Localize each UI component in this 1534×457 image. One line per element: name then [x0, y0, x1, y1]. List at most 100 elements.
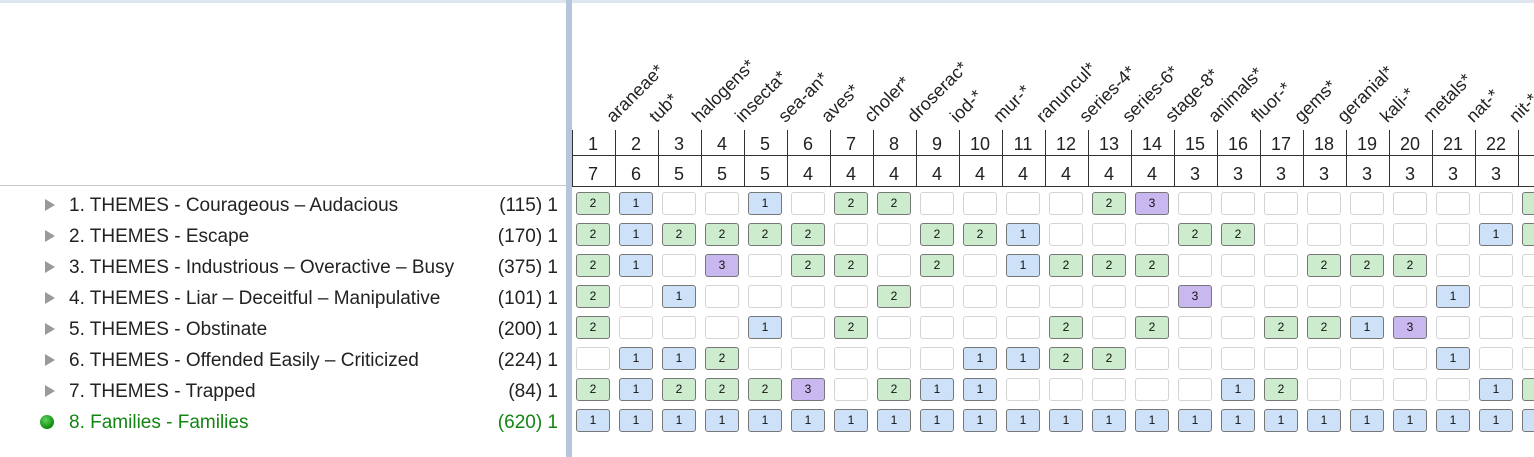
grade-cell[interactable]: 1 — [1307, 409, 1341, 432]
expand-arrow-icon[interactable] — [45, 261, 55, 273]
grade-cell[interactable] — [1178, 254, 1212, 277]
grade-cell[interactable] — [963, 285, 997, 308]
grade-cell[interactable] — [877, 223, 911, 246]
grade-cell[interactable] — [662, 254, 696, 277]
grade-cell[interactable]: 2 — [1049, 316, 1083, 339]
grade-cell[interactable] — [920, 285, 954, 308]
grade-cell[interactable] — [1393, 347, 1427, 370]
rubric-row[interactable]: 1. THEMES - Courageous – Audacious (115) … — [0, 190, 566, 221]
grade-cell[interactable] — [1350, 223, 1384, 246]
grade-cell[interactable] — [1135, 347, 1169, 370]
grade-cell[interactable]: 2 — [834, 192, 868, 215]
grade-cell[interactable]: 2 — [1092, 347, 1126, 370]
grade-cell[interactable] — [748, 285, 782, 308]
grade-cell[interactable]: 1 — [1479, 223, 1513, 246]
grade-cell[interactable] — [1049, 285, 1083, 308]
grade-cell[interactable] — [920, 192, 954, 215]
grade-cell[interactable]: 3 — [705, 254, 739, 277]
grade-cell[interactable] — [834, 285, 868, 308]
grade-cell[interactable] — [1264, 192, 1298, 215]
grade-cell[interactable]: 1 — [1135, 409, 1169, 432]
rubric-row[interactable]: 5. THEMES - Obstinate (200) 1 — [0, 314, 566, 345]
grade-cell[interactable]: 1 — [1264, 409, 1298, 432]
grade-cell[interactable] — [1135, 378, 1169, 401]
grade-cell[interactable] — [1264, 285, 1298, 308]
remedy-name[interactable]: gems* — [1290, 75, 1341, 127]
rubric-row[interactable]: 8. Families - Families (620) 1 — [0, 407, 566, 438]
grade-cell[interactable] — [963, 316, 997, 339]
grade-cell[interactable]: 1 — [662, 285, 696, 308]
grade-cell[interactable] — [619, 285, 653, 308]
grade-cell[interactable] — [1350, 192, 1384, 215]
grade-cell[interactable] — [748, 254, 782, 277]
grade-cell[interactable] — [1436, 316, 1470, 339]
grade-cell[interactable]: 1 — [1393, 409, 1427, 432]
grade-cell[interactable]: 2 — [748, 378, 782, 401]
grade-cell[interactable]: 2 — [1092, 254, 1126, 277]
grade-cell[interactable] — [1307, 192, 1341, 215]
grade-cell[interactable]: 2 — [576, 192, 610, 215]
grade-cell[interactable] — [1006, 192, 1040, 215]
grade-cell[interactable] — [791, 285, 825, 308]
expand-arrow-icon[interactable] — [45, 230, 55, 242]
grade-cell[interactable]: 2 — [576, 223, 610, 246]
grade-cell[interactable] — [963, 254, 997, 277]
grade-cell[interactable]: 2 — [834, 316, 868, 339]
grade-cell[interactable]: 2 — [576, 316, 610, 339]
grade-cell[interactable] — [1006, 378, 1040, 401]
grade-cell[interactable] — [1393, 223, 1427, 246]
grade-cell[interactable]: 2 — [834, 254, 868, 277]
grade-cell[interactable] — [877, 316, 911, 339]
grade-cell[interactable]: 1 — [1522, 409, 1534, 432]
grade-cell[interactable] — [1350, 378, 1384, 401]
grade-cell[interactable]: 1 — [1221, 409, 1255, 432]
grade-cell[interactable] — [1350, 285, 1384, 308]
grade-cell[interactable] — [1049, 192, 1083, 215]
grade-cell[interactable]: 1 — [1006, 409, 1040, 432]
grade-cell[interactable]: 1 — [619, 192, 653, 215]
grade-cell[interactable]: 3 — [1393, 316, 1427, 339]
rubric-row[interactable]: 7. THEMES - Trapped (84) 1 — [0, 376, 566, 407]
rubric-row[interactable]: 4. THEMES - Liar – Deceitful – Manipulat… — [0, 283, 566, 314]
grade-cell[interactable] — [834, 378, 868, 401]
grade-cell[interactable]: 1 — [1092, 409, 1126, 432]
grade-cell[interactable] — [791, 347, 825, 370]
grade-cell[interactable]: 1 — [834, 409, 868, 432]
grade-cell[interactable] — [1479, 347, 1513, 370]
grade-cell[interactable] — [1479, 254, 1513, 277]
rubric-row[interactable]: 3. THEMES - Industrious – Overactive – B… — [0, 252, 566, 283]
grade-cell[interactable] — [1221, 316, 1255, 339]
grade-cell[interactable] — [1264, 223, 1298, 246]
expand-arrow-icon[interactable] — [45, 199, 55, 211]
grade-cell[interactable] — [1522, 285, 1534, 308]
grade-cell[interactable]: 2 — [662, 223, 696, 246]
remedy-name[interactable]: tub* — [645, 89, 682, 127]
grade-cell[interactable]: 2 — [1264, 378, 1298, 401]
grade-cell[interactable]: 2 — [662, 378, 696, 401]
grade-cell[interactable] — [920, 316, 954, 339]
grade-cell[interactable]: 1 — [963, 347, 997, 370]
grade-cell[interactable] — [1479, 192, 1513, 215]
remedy-name[interactable]: choler* — [860, 72, 914, 127]
grade-cell[interactable]: 1 — [619, 378, 653, 401]
grade-cell[interactable]: 2 — [920, 223, 954, 246]
grade-cell[interactable]: 1 — [1006, 223, 1040, 246]
grade-cell[interactable]: 1 — [1049, 409, 1083, 432]
grade-cell[interactable]: 1 — [1006, 347, 1040, 370]
grade-cell[interactable]: 2 — [1049, 347, 1083, 370]
grade-cell[interactable] — [1350, 347, 1384, 370]
rubric-row[interactable]: 6. THEMES - Offended Easily – Criticized… — [0, 345, 566, 376]
grade-cell[interactable] — [1092, 285, 1126, 308]
grade-cell[interactable] — [1436, 223, 1470, 246]
grade-cell[interactable] — [1307, 223, 1341, 246]
grade-cell[interactable] — [877, 347, 911, 370]
grade-cell[interactable] — [1006, 316, 1040, 339]
grade-cell[interactable] — [1178, 378, 1212, 401]
grade-cell[interactable]: 2 — [748, 223, 782, 246]
grade-cell[interactable]: 1 — [619, 347, 653, 370]
expand-arrow-icon[interactable] — [45, 354, 55, 366]
grade-cell[interactable]: 2 — [576, 378, 610, 401]
grade-cell[interactable]: 1 — [1178, 409, 1212, 432]
grade-cell[interactable] — [1522, 254, 1534, 277]
grade-cell[interactable] — [1264, 254, 1298, 277]
